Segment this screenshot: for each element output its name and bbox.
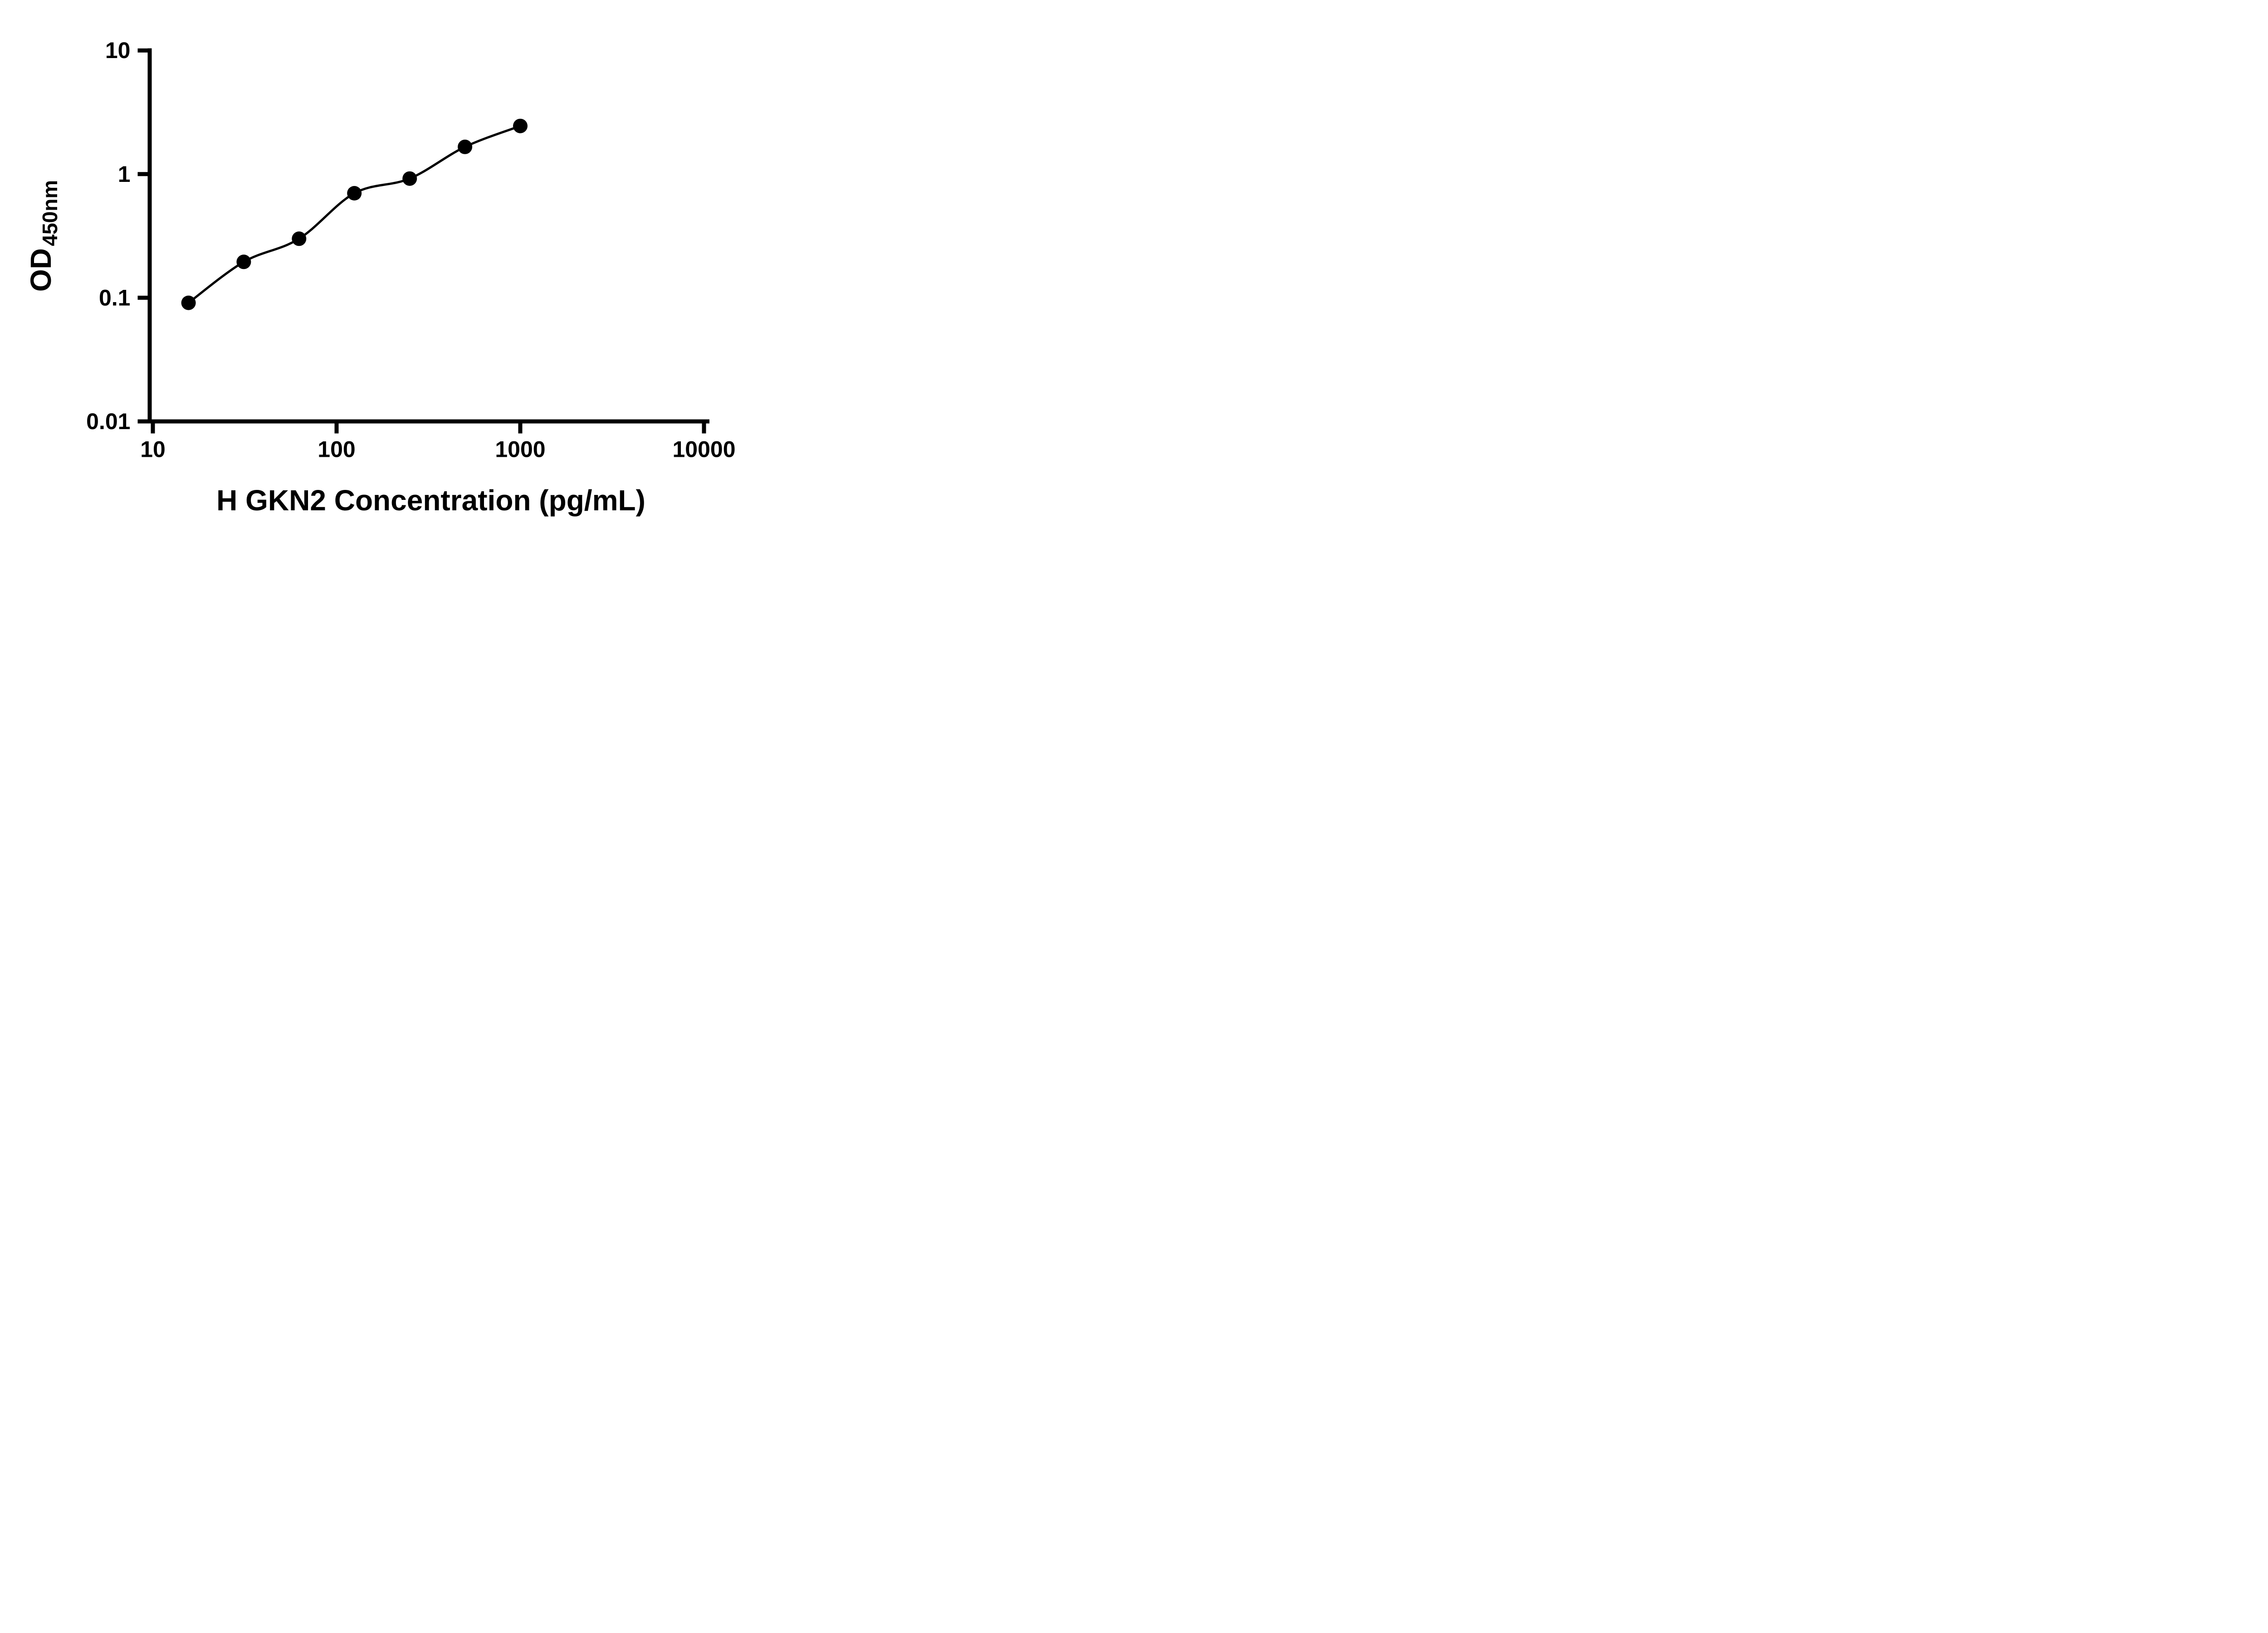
y-tick-label: 0.1 (99, 285, 131, 310)
y-axis-ticks (137, 48, 148, 424)
y-axis-title-main: OD (24, 248, 57, 292)
data-point (181, 295, 196, 310)
data-point (513, 118, 528, 133)
chart-canvas: 10 1 0.1 0.01 10 100 1000 10000 H GKN2 Concent… (24, 38, 736, 517)
y-axis-title-subscript: 450nm (38, 180, 62, 246)
data-point (236, 254, 251, 269)
x-axis-tick-labels: 10 100 1000 10000 (140, 437, 735, 462)
data-point (347, 186, 362, 200)
axes (147, 48, 709, 424)
x-axis-title: H GKN2 Concentration (pg/mL) (216, 484, 645, 517)
data-point (292, 231, 307, 246)
elisa-standard-curve-chart: 10 1 0.1 0.01 10 100 1000 10000 H GKN2 Concent… (0, 0, 777, 544)
page: 10 1 0.1 0.01 10 100 1000 10000 H GKN2 Concent… (0, 0, 777, 544)
y-tick-label: 1 (118, 161, 131, 187)
y-axis-tick-labels: 10 1 0.1 0.01 (86, 38, 130, 434)
data-point (402, 171, 417, 186)
fit-curve (187, 125, 522, 304)
x-tick-label: 10000 (672, 437, 735, 462)
y-axis-title: OD 450nm (24, 180, 62, 292)
x-tick-label: 10 (140, 437, 166, 462)
y-tick-label: 0.01 (86, 409, 130, 434)
data-point (458, 139, 473, 154)
data-points (181, 118, 528, 310)
x-tick-label: 100 (318, 437, 355, 462)
y-tick-label: 10 (105, 38, 131, 63)
x-axis-ticks (151, 423, 706, 434)
x-tick-label: 1000 (495, 437, 545, 462)
